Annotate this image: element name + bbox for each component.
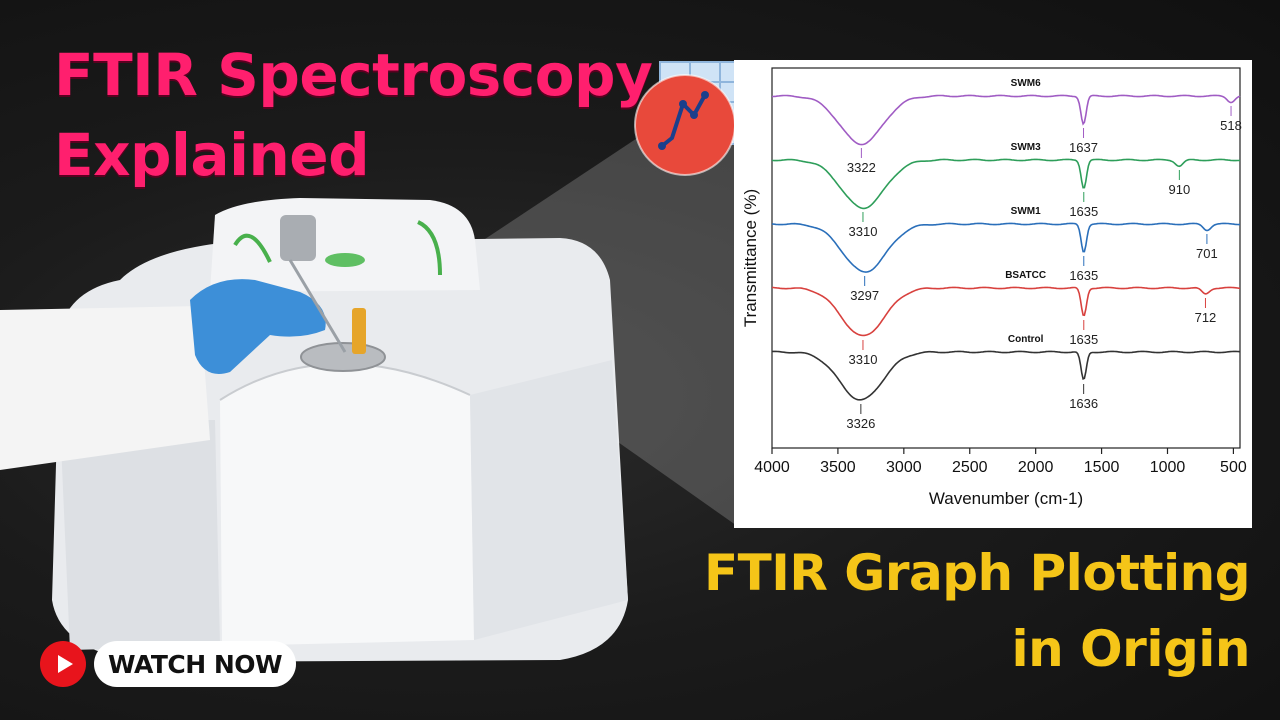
peak-label: 1637 — [1069, 140, 1098, 155]
front-panel — [220, 363, 474, 646]
peak-label: 3322 — [847, 160, 876, 175]
peak-label: 1635 — [1069, 332, 1098, 347]
series-name-label: BSATCC — [1005, 270, 1046, 281]
x-tick-label: 1000 — [1150, 459, 1186, 476]
x-tick-label: 2500 — [952, 459, 988, 476]
peak-label: 910 — [1169, 182, 1191, 197]
plot-frame — [771, 67, 1241, 449]
series-line-bsatcc — [772, 286, 1241, 337]
peak-label: 3310 — [849, 224, 878, 239]
watch-now-cta[interactable]: WATCH NOW — [40, 640, 297, 688]
sample-vial — [352, 308, 366, 354]
x-axis-label: Wavenumber (cm-1) — [929, 489, 1083, 508]
x-tick-label: 1500 — [1084, 459, 1120, 476]
accent-stripe — [233, 233, 272, 263]
subheadline-line-2: in Origin — [1011, 620, 1251, 678]
peak-label: 3326 — [846, 416, 875, 431]
youtube-play-icon[interactable] — [40, 641, 86, 687]
peak-label: 3310 — [849, 352, 878, 367]
series-name-label: Control — [1008, 334, 1044, 345]
series-line-swm1 — [771, 222, 1240, 273]
x-tick-label: 500 — [1220, 459, 1247, 476]
series-name-label: SWM1 — [1011, 206, 1041, 217]
side-panel — [470, 360, 628, 640]
ftir-chart: 4000 3500 3000 2500 2000 1500 1000 500 Wavenumbe… — [741, 67, 1247, 508]
series-line-swm3 — [772, 158, 1241, 210]
subheadline-line-1: FTIR Graph Plotting — [704, 544, 1250, 602]
origin-logo-icon — [634, 61, 749, 176]
peak-label: 701 — [1196, 246, 1218, 261]
side-panel — [60, 420, 220, 650]
x-tick-label: 3000 — [886, 459, 922, 476]
series-line-control — [771, 350, 1241, 401]
lab-coat-sleeve — [0, 306, 210, 470]
gloved-hand — [190, 279, 326, 374]
series-line-swm6 — [771, 94, 1241, 146]
peak-label: 712 — [1195, 310, 1217, 325]
headline-line-2: Explained — [54, 121, 370, 189]
instrument-top — [210, 198, 480, 292]
pressure-arm — [280, 215, 316, 261]
indicator-light — [325, 253, 365, 267]
x-tick-label: 4000 — [754, 459, 790, 476]
peak-label: 1635 — [1069, 268, 1098, 283]
watch-now-button[interactable]: WATCH NOW — [94, 641, 297, 687]
y-axis-label: Transmittance (%) — [741, 189, 760, 327]
pipette — [288, 259, 347, 353]
peak-label: 1635 — [1069, 204, 1098, 219]
headline-line-1: FTIR Spectroscopy — [54, 41, 653, 109]
peak-label: 3297 — [850, 288, 879, 303]
peak-label: 518 — [1220, 118, 1242, 133]
peak-label: 1636 — [1069, 396, 1098, 411]
accent-stripe — [417, 220, 442, 276]
ftir-chart-card: 4000 3500 3000 2500 2000 1500 1000 500 Wavenumbe… — [734, 60, 1252, 528]
series-name-label: SWM6 — [1011, 78, 1041, 89]
x-tick-label: 3500 — [820, 459, 856, 476]
series-name-label: SWM3 — [1011, 142, 1041, 153]
x-tick-label: 2000 — [1018, 459, 1054, 476]
